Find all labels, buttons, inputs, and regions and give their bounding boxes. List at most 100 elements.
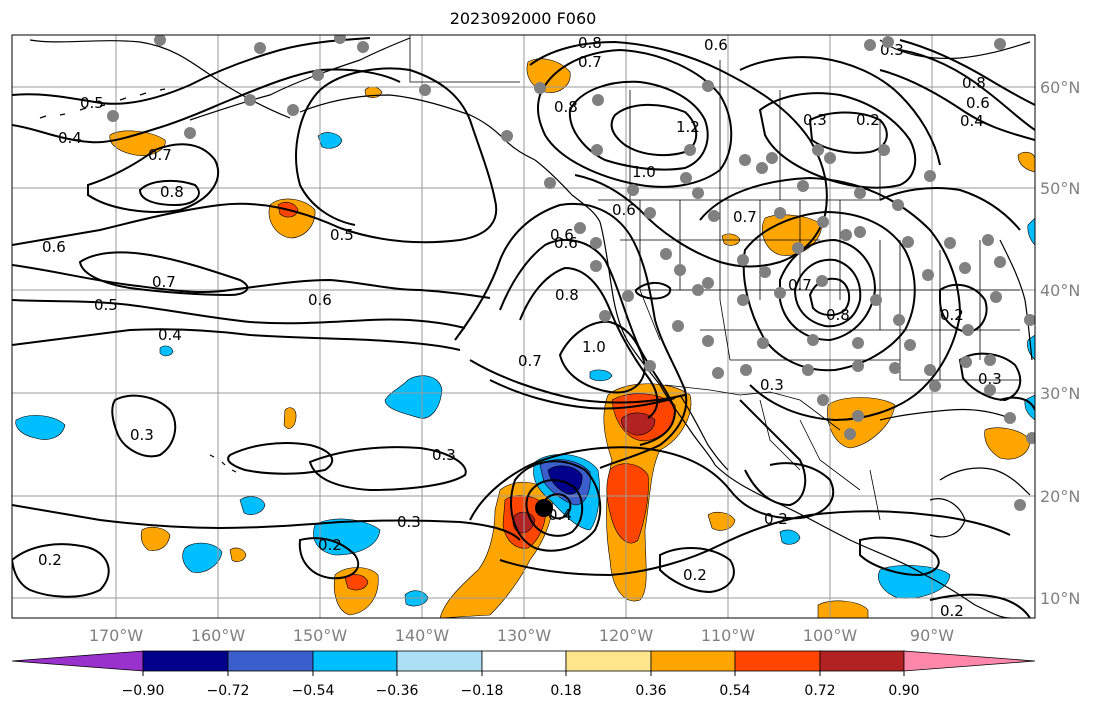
- colorbar-tick-label: −0.72: [207, 683, 250, 699]
- contour-label: 1.0: [632, 163, 656, 181]
- storm-center-marker-icon: [535, 499, 553, 517]
- political-borders: [409, 35, 1020, 521]
- colorbar-tick-labels: −0.90 −0.72 −0.54 −0.36 −0.18 0.18 0.36 …: [122, 683, 920, 699]
- negative-patch: [384, 375, 443, 419]
- contour-label: 0.8: [826, 306, 850, 324]
- contour-line: [958, 352, 1022, 402]
- contour-label: 0.7: [518, 352, 542, 370]
- negative-patch: [239, 496, 266, 515]
- station-dot: [824, 152, 836, 164]
- contour-line: [12, 67, 498, 246]
- station-dot: [994, 38, 1006, 50]
- lat-label: 50°N: [1040, 179, 1080, 198]
- station-dot: [852, 337, 864, 349]
- station-dot: [944, 237, 956, 249]
- contour-line: [454, 202, 688, 469]
- negative-patch: [779, 529, 801, 545]
- colorbar-segment-right-extension: [903, 650, 1036, 672]
- coastlines: [29, 37, 1033, 618]
- station-dot: [892, 199, 904, 211]
- colorbar-segment-left-extension: [11, 650, 144, 672]
- station-dot: [712, 367, 724, 379]
- contour-label: 0.6: [612, 201, 636, 219]
- station-dot: [929, 380, 941, 392]
- colorbar: [11, 650, 1036, 672]
- contour-line: [12, 299, 466, 329]
- contour-line: [536, 48, 733, 188]
- station-dot: [960, 356, 972, 368]
- station-dot: [984, 354, 996, 366]
- contour-line: [87, 143, 220, 213]
- contour-line: [519, 266, 659, 419]
- station-dot: [599, 310, 611, 322]
- bc-coast: [534, 159, 601, 223]
- station-dot: [994, 256, 1006, 268]
- station-dot: [807, 334, 819, 346]
- station-dot: [1004, 412, 1016, 424]
- station-dot: [739, 154, 751, 166]
- contour-line: [138, 179, 200, 207]
- contour-label: 0.2: [856, 111, 880, 129]
- lon-label: 100°W: [803, 626, 858, 645]
- contour-line: [634, 282, 672, 300]
- positive-patch: [283, 407, 297, 429]
- lat-label: 10°N: [1040, 589, 1080, 608]
- station-dot: [419, 84, 431, 96]
- station-dot: [984, 384, 996, 396]
- contour-label: 0.2: [940, 602, 964, 620]
- contour-label: 0.4: [548, 506, 572, 524]
- contour-label: 1.2: [676, 118, 700, 136]
- station-dot: [982, 234, 994, 246]
- contour-label: 0.2: [38, 551, 62, 569]
- station-dot: [904, 339, 916, 351]
- contour-label: 0.3: [978, 370, 1002, 388]
- station-dot: [902, 236, 914, 248]
- contour-line: [939, 283, 988, 334]
- colorbar-segment: [312, 650, 398, 672]
- station-dot: [590, 237, 602, 249]
- contour-line: [111, 394, 177, 458]
- colorbar-segment: [819, 650, 905, 672]
- contour-label: 0.5: [330, 226, 354, 244]
- contour-label: 0.5: [80, 94, 104, 112]
- contour-label: 0.3: [803, 111, 827, 129]
- map-title: 2023092000 F060: [449, 9, 597, 28]
- contour-line: [499, 239, 677, 446]
- station-dot: [254, 42, 266, 54]
- station-dot: [590, 260, 602, 272]
- contour-line: [699, 176, 962, 422]
- contour-line: [929, 593, 1031, 618]
- contour-label: 0.8: [554, 98, 578, 116]
- contour-label: 0.8: [578, 34, 602, 52]
- station-dot: [1014, 499, 1026, 511]
- station-dot: [622, 290, 634, 302]
- longitude-labels: 170°W 160°W 150°W 140°W 130°W 120°W 110°…: [89, 626, 954, 645]
- gulf-coast: [879, 408, 1031, 496]
- station-dot: [627, 184, 639, 196]
- lon-label: 170°W: [89, 626, 144, 645]
- negative-patch: [159, 345, 174, 357]
- contour-line: [510, 460, 602, 552]
- contour-line: [525, 479, 584, 537]
- contour-line: [529, 40, 828, 268]
- station-dot: [864, 39, 876, 51]
- station-dots: [107, 35, 1035, 511]
- contour-label: 0.8: [962, 74, 986, 92]
- positive-patch: [984, 427, 1031, 460]
- lon-label: 110°W: [701, 626, 756, 645]
- positive-patch: [229, 547, 247, 562]
- positive-patch: [621, 412, 656, 436]
- lon-label: 160°W: [191, 626, 246, 645]
- contour-line: [899, 39, 1035, 106]
- negative-patch: [1027, 217, 1035, 246]
- station-dot: [792, 242, 804, 254]
- station-dot: [854, 187, 866, 199]
- colorbar-tick-label: 0.36: [635, 683, 666, 699]
- station-dot: [889, 362, 901, 374]
- lat-label: 60°N: [1040, 78, 1080, 97]
- colorbar-segment: [227, 650, 314, 672]
- colorbar-tick-label: −0.90: [122, 683, 165, 699]
- contour-line: [739, 399, 807, 507]
- contour-label: 0.7: [578, 53, 602, 71]
